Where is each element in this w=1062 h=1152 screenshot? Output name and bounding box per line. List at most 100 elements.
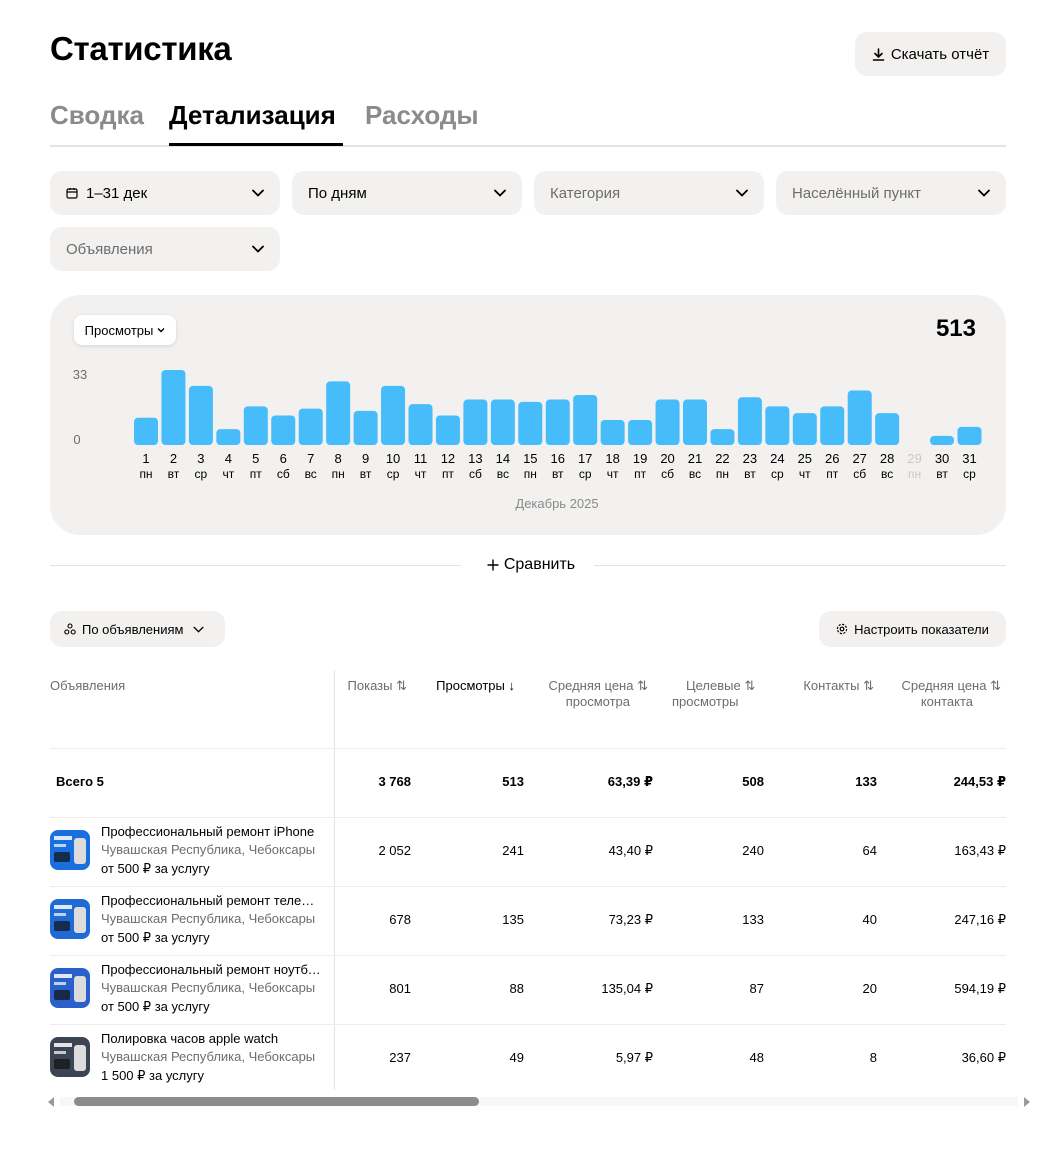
header-contacts[interactable]: Контакты ⇅ <box>770 678 874 694</box>
x-tick-weekday: вс <box>305 467 317 481</box>
row-divider <box>50 1024 1006 1025</box>
ad-thumbnail[interactable] <box>50 1037 90 1077</box>
x-tick-day: 9 <box>362 451 369 466</box>
x-tick-day: 6 <box>280 451 287 466</box>
scroll-track[interactable] <box>60 1097 1018 1106</box>
chart-bar-day-1 <box>134 417 158 445</box>
ad-title[interactable]: Профессиональный ремонт iPhone <box>101 824 315 839</box>
sort-icon: ⇅ <box>637 678 648 693</box>
total-views: 513 <box>502 774 524 789</box>
compare-button[interactable]: Сравнить <box>470 554 592 576</box>
configure-metrics-button[interactable]: Настроить показатели <box>819 611 1006 647</box>
x-tick-day: 30 <box>935 451 949 466</box>
x-tick-day: 2 <box>170 451 177 466</box>
cell-avg-view-price: 43,40 ₽ <box>608 843 653 858</box>
ad-title[interactable]: Профессиональный ремонт телефонов <box>101 893 321 908</box>
x-tick-day: 16 <box>551 451 565 466</box>
category-select[interactable]: Категория <box>534 171 764 215</box>
x-tick-weekday: пн <box>332 467 345 481</box>
calendar-icon <box>66 188 78 199</box>
cell-impressions: 237 <box>389 1050 411 1065</box>
chart-bar-day-26 <box>820 406 845 445</box>
ad-thumbnail[interactable] <box>50 899 90 939</box>
y-tick-label: 33 <box>73 367 87 382</box>
total-impressions: 3 768 <box>378 774 411 789</box>
chevron-down-icon <box>736 189 748 197</box>
x-tick-weekday: пн <box>524 467 537 481</box>
row-divider <box>50 886 1006 887</box>
cell-contacts: 20 <box>862 981 877 996</box>
cell-views: 135 <box>502 912 524 927</box>
x-tick-weekday: ср <box>963 467 976 481</box>
metric-select[interactable]: Просмотры <box>74 315 176 345</box>
download-report-button[interactable]: Скачать отчёт <box>855 32 1006 76</box>
scroll-left-arrow-icon[interactable] <box>48 1097 54 1107</box>
ad-thumbnail[interactable] <box>50 830 90 870</box>
header-contacts-label: Контакты <box>803 678 860 693</box>
cell-target-views: 240 <box>742 843 764 858</box>
chart-bar-day-6 <box>271 415 296 445</box>
horizontal-scrollbar[interactable] <box>46 1094 1032 1110</box>
chart-bar-day-15 <box>518 401 543 445</box>
chevron-down-icon <box>157 328 165 333</box>
header-avg-view-price[interactable]: Средняя цена ⇅ просмотра <box>520 678 649 710</box>
ad-thumbnail[interactable] <box>50 968 90 1008</box>
group-by-label: По объявлениям <box>82 621 184 637</box>
x-tick-weekday: вт <box>552 467 564 481</box>
header-avg-contact-price[interactable]: Средняя цена ⇅ контакта <box>880 678 1002 710</box>
chart-bar-day-10 <box>381 385 406 445</box>
header-impressions-label: Показы <box>347 678 393 693</box>
ad-title[interactable]: Профессиональный ремонт ноутбуков <box>101 962 321 977</box>
chart-bar-day-20 <box>655 399 680 445</box>
header-avg-view-price-line1: Средняя цена <box>548 678 634 693</box>
download-report-label: Скачать отчёт <box>890 45 990 63</box>
x-tick-weekday: вт <box>936 467 948 481</box>
chart-bar-day-14 <box>490 399 515 445</box>
chart-bar-day-8 <box>326 381 351 445</box>
x-tick-day: 18 <box>605 451 619 466</box>
chart-bar-day-13 <box>463 399 488 445</box>
group-by-select[interactable]: По объявлениям <box>50 611 225 647</box>
gear-icon <box>836 623 848 635</box>
ads-select[interactable]: Объявления <box>50 227 280 271</box>
ad-location: Чувашская Республика, Чебоксары <box>101 842 316 857</box>
x-axis-label: Декабрь 2025 <box>515 496 598 511</box>
download-icon <box>872 47 885 61</box>
ad-title[interactable]: Полировка часов apple watch <box>101 1031 279 1046</box>
compare-label: Сравнить <box>503 556 576 573</box>
chart-bar-day-27 <box>847 390 872 445</box>
cell-views: 241 <box>502 843 524 858</box>
header-target-views[interactable]: Целевые ⇅ просмотры <box>650 678 760 710</box>
x-tick-day: 25 <box>798 451 812 466</box>
total-label: Всего 5 <box>56 774 104 789</box>
tab-bar: Сводка Детализация Расходы <box>50 96 1006 147</box>
chart-bar-day-18 <box>600 420 625 445</box>
date-range-select[interactable]: 1–31 дек <box>50 171 280 215</box>
chart-total: 513 <box>935 315 976 342</box>
scroll-right-arrow-icon[interactable] <box>1024 1097 1030 1107</box>
header-avg-contact-price-line1: Средняя цена <box>901 678 987 693</box>
scroll-thumb[interactable] <box>74 1097 479 1106</box>
chevron-down-icon <box>252 189 264 197</box>
x-tick-day: 23 <box>743 451 757 466</box>
cell-avg-contact-price: 594,19 ₽ <box>954 981 1006 996</box>
cell-avg-view-price: 5,97 ₽ <box>615 1050 653 1065</box>
chevron-down-icon <box>978 189 990 197</box>
page-title: Статистика <box>50 30 232 67</box>
header-views[interactable]: Просмотры ↓ <box>410 678 515 694</box>
configure-metrics-label: Настроить показатели <box>854 621 989 637</box>
x-tick-day: 28 <box>880 451 894 466</box>
header-ads: Объявления <box>50 678 126 693</box>
x-tick-weekday: чт <box>415 467 427 481</box>
x-tick-day: 7 <box>307 451 314 466</box>
x-tick-weekday: вт <box>744 467 756 481</box>
tab-summary[interactable]: Сводка <box>50 100 144 130</box>
views-bar-chart: 3301пн2вт3ср4чт5пт6сб7вс8пн9вт10ср11чт12… <box>73 367 982 511</box>
metric-select-label: Просмотры <box>84 322 154 338</box>
header-impressions[interactable]: Показы ⇅ <box>334 678 407 694</box>
tab-details[interactable]: Детализация <box>169 100 336 130</box>
tab-expenses[interactable]: Расходы <box>365 100 479 130</box>
grouping-select[interactable]: По дням <box>292 171 522 215</box>
city-select[interactable]: Населённый пункт <box>776 171 1006 215</box>
sort-icon: ⇅ <box>990 678 1001 693</box>
